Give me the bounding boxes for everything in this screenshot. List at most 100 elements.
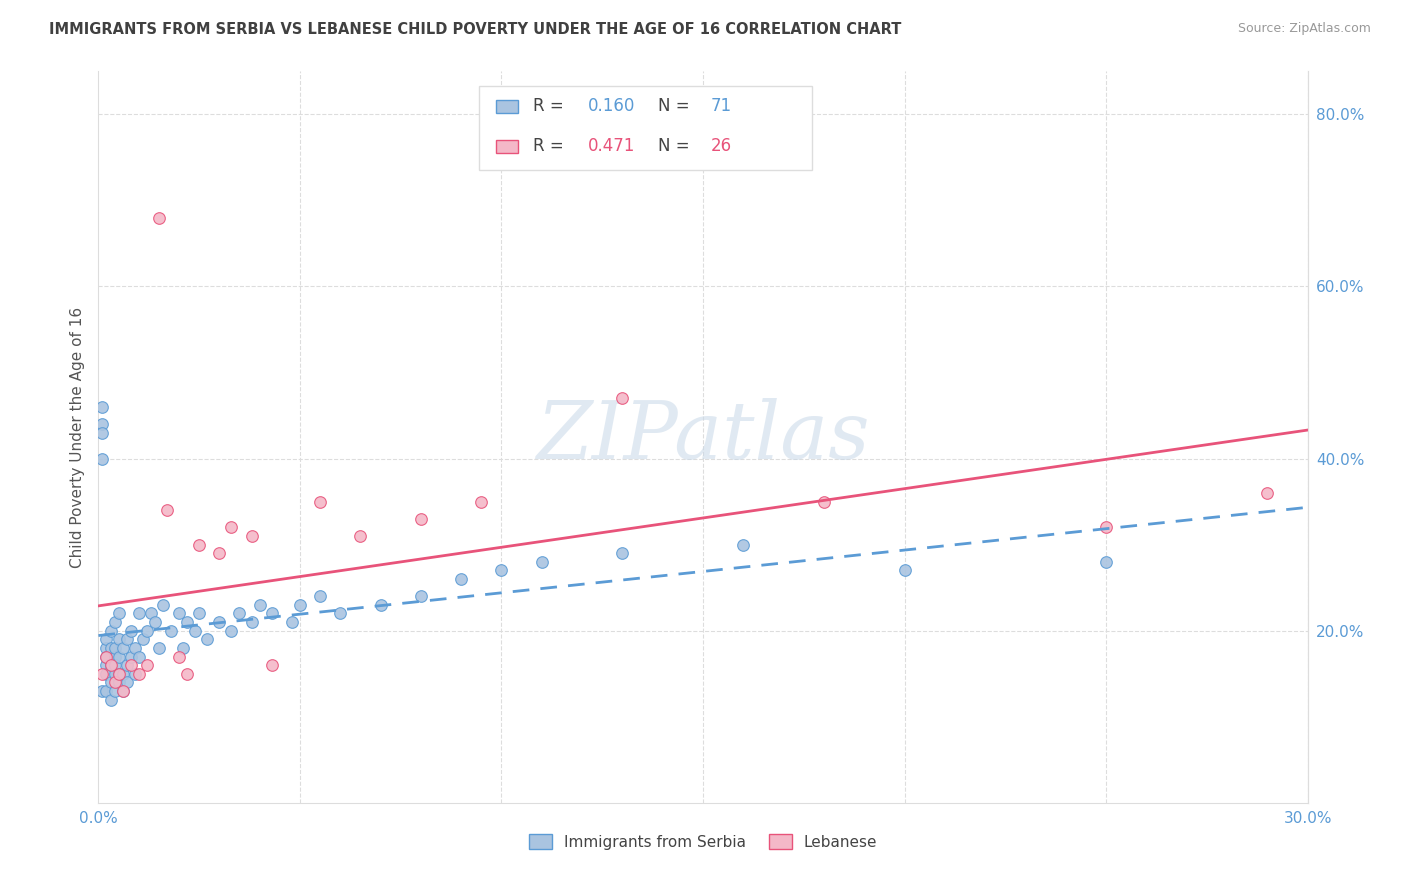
- Point: [221, 520, 243, 534]
- Point: [107, 666, 129, 681]
- Point: [96, 632, 118, 647]
- Text: Source: ZipAtlas.com: Source: ZipAtlas.com: [1237, 22, 1371, 36]
- Point: [281, 615, 304, 629]
- Point: [172, 640, 194, 655]
- Point: [115, 632, 138, 647]
- Point: [132, 632, 155, 647]
- Text: 26: 26: [710, 137, 731, 155]
- Point: [135, 658, 157, 673]
- Point: [96, 649, 118, 664]
- Point: [148, 211, 170, 225]
- Point: [96, 666, 118, 681]
- Point: [124, 666, 146, 681]
- Point: [100, 658, 122, 673]
- Point: [612, 392, 634, 406]
- Point: [260, 607, 283, 621]
- Point: [450, 572, 472, 586]
- Text: N =: N =: [658, 96, 695, 115]
- Point: [96, 684, 118, 698]
- Point: [120, 649, 142, 664]
- Point: [107, 666, 129, 681]
- Point: [100, 624, 122, 638]
- Point: [309, 494, 332, 508]
- Point: [1256, 486, 1278, 500]
- Y-axis label: Child Poverty Under the Age of 16: Child Poverty Under the Age of 16: [69, 307, 84, 567]
- Point: [100, 675, 122, 690]
- Point: [1095, 520, 1118, 534]
- FancyBboxPatch shape: [496, 140, 517, 153]
- Point: [156, 503, 179, 517]
- Legend: Immigrants from Serbia, Lebanese: Immigrants from Serbia, Lebanese: [522, 826, 884, 857]
- Point: [103, 649, 125, 664]
- Point: [111, 684, 134, 698]
- Point: [893, 564, 915, 578]
- Point: [103, 666, 125, 681]
- Point: [188, 607, 211, 621]
- Point: [470, 494, 492, 508]
- Point: [115, 658, 138, 673]
- Point: [103, 615, 125, 629]
- Point: [208, 546, 231, 560]
- Point: [91, 425, 114, 440]
- Point: [100, 658, 122, 673]
- Text: ZIPatlas: ZIPatlas: [536, 399, 870, 475]
- Point: [184, 624, 207, 638]
- Point: [612, 546, 634, 560]
- Text: R =: R =: [533, 137, 568, 155]
- Point: [329, 607, 352, 621]
- Point: [349, 529, 371, 543]
- Point: [100, 640, 122, 655]
- FancyBboxPatch shape: [496, 100, 517, 113]
- Text: 0.471: 0.471: [588, 137, 636, 155]
- Point: [139, 607, 162, 621]
- Text: N =: N =: [658, 137, 695, 155]
- Point: [240, 529, 263, 543]
- Point: [176, 615, 198, 629]
- Point: [103, 658, 125, 673]
- Point: [103, 675, 125, 690]
- Point: [96, 658, 118, 673]
- Point: [491, 564, 513, 578]
- Point: [160, 624, 183, 638]
- Point: [100, 692, 122, 706]
- Text: 0.160: 0.160: [588, 96, 636, 115]
- Point: [195, 632, 218, 647]
- Point: [111, 640, 134, 655]
- Point: [96, 640, 118, 655]
- Point: [530, 555, 553, 569]
- Point: [208, 615, 231, 629]
- Point: [288, 598, 311, 612]
- Point: [103, 640, 125, 655]
- Point: [148, 640, 170, 655]
- Point: [135, 624, 157, 638]
- Point: [128, 666, 150, 681]
- Point: [249, 598, 271, 612]
- Point: [91, 666, 114, 681]
- Point: [91, 451, 114, 466]
- Point: [91, 684, 114, 698]
- Point: [107, 607, 129, 621]
- Point: [1095, 555, 1118, 569]
- Point: [107, 675, 129, 690]
- Point: [111, 666, 134, 681]
- Point: [128, 607, 150, 621]
- Point: [309, 589, 332, 603]
- Point: [260, 658, 283, 673]
- Point: [120, 658, 142, 673]
- Point: [167, 607, 190, 621]
- FancyBboxPatch shape: [479, 86, 811, 170]
- Point: [115, 675, 138, 690]
- Point: [176, 666, 198, 681]
- Point: [813, 494, 835, 508]
- Point: [221, 624, 243, 638]
- Point: [370, 598, 392, 612]
- Text: 71: 71: [710, 96, 731, 115]
- Point: [409, 589, 432, 603]
- Point: [167, 649, 190, 664]
- Point: [120, 624, 142, 638]
- Point: [240, 615, 263, 629]
- Text: IMMIGRANTS FROM SERBIA VS LEBANESE CHILD POVERTY UNDER THE AGE OF 16 CORRELATION: IMMIGRANTS FROM SERBIA VS LEBANESE CHILD…: [49, 22, 901, 37]
- Point: [152, 598, 174, 612]
- Point: [107, 632, 129, 647]
- Point: [107, 649, 129, 664]
